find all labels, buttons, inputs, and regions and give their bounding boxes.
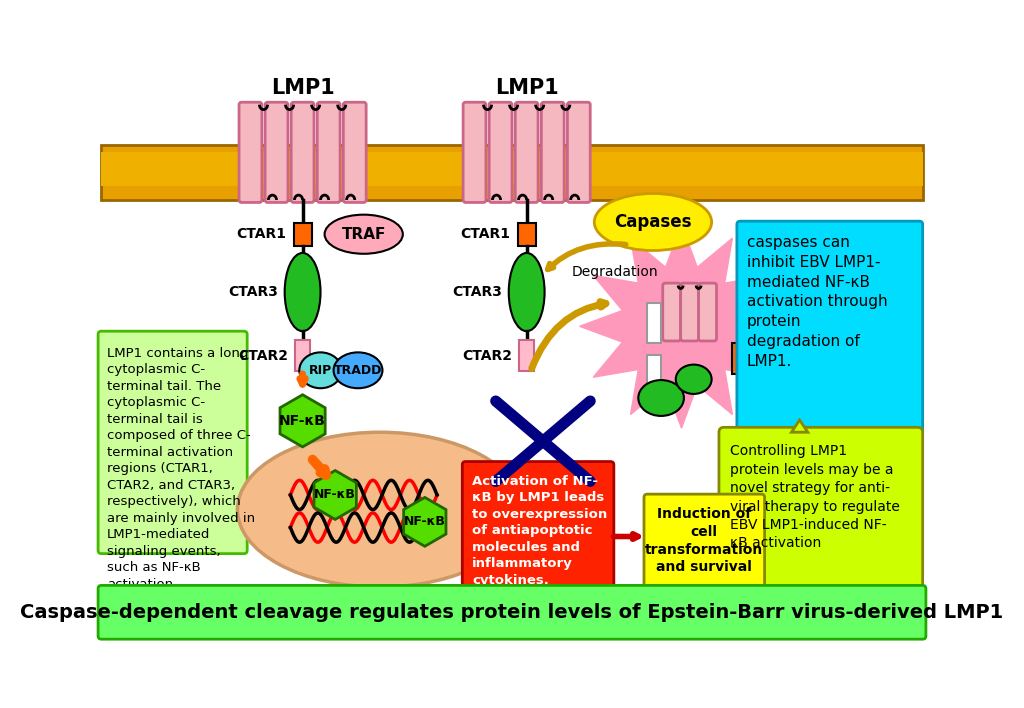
Ellipse shape [676,365,712,394]
FancyBboxPatch shape [681,283,698,341]
Text: CTAR1: CTAR1 [461,227,510,241]
Bar [101,145,923,200]
Text: Activation of NF-
κB by LMP1 leads
to overexpression
of antiapoptotic
molecules : Activation of NF- κB by LMP1 leads to ov… [472,474,607,587]
Text: Caspase-dependent cleavage regulates protein levels of Epstein-Barr virus-derive: Caspase-dependent cleavage regulates pro… [20,603,1004,622]
Text: LMP1 contains a long
cytoplasmic C-
terminal tail. The
cytoplasmic C-
terminal t: LMP1 contains a long cytoplasmic C- term… [108,347,255,590]
Bar [294,223,311,246]
FancyBboxPatch shape [239,102,262,202]
FancyBboxPatch shape [317,102,340,202]
FancyBboxPatch shape [462,462,613,611]
Text: LMP1: LMP1 [270,79,335,98]
Ellipse shape [594,193,712,251]
FancyBboxPatch shape [644,494,765,586]
Bar [647,355,662,394]
FancyBboxPatch shape [698,283,717,341]
FancyBboxPatch shape [98,331,247,554]
FancyBboxPatch shape [489,102,512,202]
Text: Controlling LMP1
protein levels may be a
novel strategy for anti-
viral therapy : Controlling LMP1 protein levels may be a… [730,445,900,550]
Bar [647,304,662,343]
Polygon shape [792,420,808,432]
Text: NF-κB: NF-κB [314,489,356,501]
Text: CTAR3: CTAR3 [228,285,279,299]
Polygon shape [314,471,356,520]
Ellipse shape [509,253,545,331]
Bar [101,152,923,186]
Text: NF-κB: NF-κB [280,413,326,428]
Ellipse shape [238,432,522,587]
Text: NF-κB: NF-κB [403,515,445,528]
Text: CTAR2: CTAR2 [462,348,512,362]
Text: Induction of
cell
transformation
and survival: Induction of cell transformation and sur… [645,507,764,574]
Text: CTAR2: CTAR2 [238,348,288,362]
FancyBboxPatch shape [98,586,926,639]
Ellipse shape [285,253,321,331]
FancyBboxPatch shape [265,102,288,202]
Text: TRAF: TRAF [342,227,386,241]
Ellipse shape [299,353,342,388]
FancyBboxPatch shape [515,102,538,202]
Ellipse shape [325,215,402,253]
FancyBboxPatch shape [463,102,486,202]
FancyBboxPatch shape [291,102,314,202]
Ellipse shape [334,353,382,388]
Text: TRADD: TRADD [334,364,382,377]
Polygon shape [580,224,783,428]
Bar [518,223,536,246]
Text: Degradation: Degradation [571,265,658,279]
FancyBboxPatch shape [663,283,681,341]
Text: CTAR3: CTAR3 [453,285,502,299]
Text: CTAR1: CTAR1 [237,227,287,241]
Bar [519,340,534,371]
Bar [295,340,310,371]
Text: LMP1: LMP1 [495,79,558,98]
Ellipse shape [638,380,684,416]
FancyBboxPatch shape [719,428,923,588]
Polygon shape [280,395,326,447]
FancyBboxPatch shape [737,221,923,435]
Bar [732,343,745,374]
FancyBboxPatch shape [542,102,564,202]
Polygon shape [403,498,446,547]
Text: caspases can
inhibit EBV LMP1-
mediated NF-κB
activation through
protein
degrada: caspases can inhibit EBV LMP1- mediated … [746,235,887,369]
Text: Capases: Capases [614,213,691,231]
FancyBboxPatch shape [567,102,590,202]
FancyBboxPatch shape [343,102,367,202]
Text: RIP: RIP [309,364,332,377]
